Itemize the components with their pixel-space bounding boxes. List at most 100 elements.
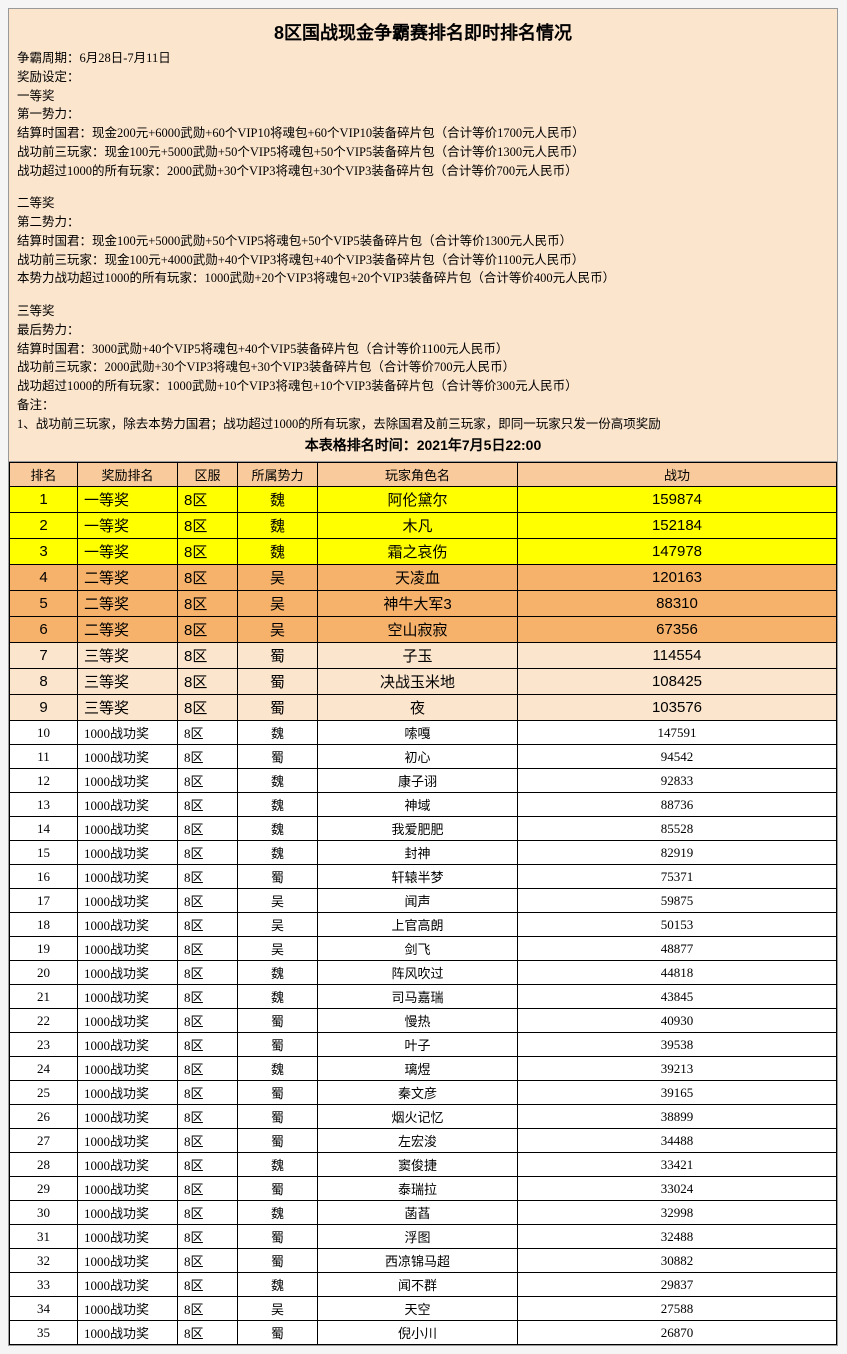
cell-zone: 8区 (178, 1009, 238, 1033)
info-line: 结算时国君：现金100元+5000武勋+50个VIP5将魂包+50个VIP5装备… (17, 232, 829, 251)
cell-zone: 8区 (178, 1033, 238, 1057)
cell-score: 147978 (518, 539, 837, 565)
cell-fac: 魏 (238, 721, 318, 745)
cell-fac: 蜀 (238, 1177, 318, 1201)
cell-zone: 8区 (178, 817, 238, 841)
cell-fac: 蜀 (238, 1249, 318, 1273)
cell-award: 1000战功奖 (78, 793, 178, 817)
info-line: 三等奖 (17, 302, 829, 321)
cell-award: 1000战功奖 (78, 1105, 178, 1129)
cell-score: 114554 (518, 643, 837, 669)
cell-fac: 魏 (238, 1057, 318, 1081)
cell-rank: 35 (10, 1321, 78, 1345)
cell-fac: 吴 (238, 617, 318, 643)
cell-score: 32998 (518, 1201, 837, 1225)
cell-score: 39165 (518, 1081, 837, 1105)
column-header: 战功 (518, 463, 837, 487)
table-row: 131000战功奖8区魏神域88736 (10, 793, 837, 817)
table-row: 301000战功奖8区魏菡萏32998 (10, 1201, 837, 1225)
cell-fac: 蜀 (238, 643, 318, 669)
table-row: 231000战功奖8区蜀叶子39538 (10, 1033, 837, 1057)
cell-rank: 20 (10, 961, 78, 985)
cell-score: 38899 (518, 1105, 837, 1129)
table-row: 251000战功奖8区蜀秦文彦39165 (10, 1081, 837, 1105)
cell-name: 璃煜 (318, 1057, 518, 1081)
cell-score: 48877 (518, 937, 837, 961)
cell-fac: 吴 (238, 889, 318, 913)
cell-award: 三等奖 (78, 695, 178, 721)
cell-award: 1000战功奖 (78, 769, 178, 793)
table-header-row: 排名奖励排名区服所属势力玩家角色名战功 (10, 463, 837, 487)
cell-score: 29837 (518, 1273, 837, 1297)
cell-name: 剑飞 (318, 937, 518, 961)
cell-name: 阿伦黛尔 (318, 487, 518, 513)
info-line: 结算时国君：现金200元+6000武勋+60个VIP10将魂包+60个VIP10… (17, 124, 829, 143)
cell-fac: 吴 (238, 937, 318, 961)
cell-score: 159874 (518, 487, 837, 513)
cell-name: 闻不群 (318, 1273, 518, 1297)
page-title: 8区国战现金争霸赛排名即时排名情况 (17, 13, 829, 49)
cell-fac: 蜀 (238, 1321, 318, 1345)
cell-zone: 8区 (178, 769, 238, 793)
cell-score: 33024 (518, 1177, 837, 1201)
info-line: 第二势力： (17, 213, 829, 232)
cell-rank: 33 (10, 1273, 78, 1297)
cell-name: 康子诩 (318, 769, 518, 793)
cell-award: 一等奖 (78, 513, 178, 539)
cell-score: 27588 (518, 1297, 837, 1321)
table-row: 7三等奖8区蜀子玉114554 (10, 643, 837, 669)
cell-zone: 8区 (178, 1105, 238, 1129)
column-header: 区服 (178, 463, 238, 487)
cell-score: 59875 (518, 889, 837, 913)
cell-score: 94542 (518, 745, 837, 769)
cell-rank: 14 (10, 817, 78, 841)
table-row: 241000战功奖8区魏璃煜39213 (10, 1057, 837, 1081)
table-row: 291000战功奖8区蜀泰瑞拉33024 (10, 1177, 837, 1201)
cell-award: 二等奖 (78, 565, 178, 591)
cell-rank: 26 (10, 1105, 78, 1129)
cell-fac: 吴 (238, 565, 318, 591)
cell-score: 88310 (518, 591, 837, 617)
cell-name: 我爱肥肥 (318, 817, 518, 841)
cell-zone: 8区 (178, 1273, 238, 1297)
cell-score: 75371 (518, 865, 837, 889)
cell-zone: 8区 (178, 1201, 238, 1225)
cell-award: 1000战功奖 (78, 913, 178, 937)
table-row: 351000战功奖8区蜀倪小川26870 (10, 1321, 837, 1345)
cell-rank: 15 (10, 841, 78, 865)
cell-score: 32488 (518, 1225, 837, 1249)
cell-rank: 31 (10, 1225, 78, 1249)
cell-fac: 蜀 (238, 1225, 318, 1249)
cell-award: 二等奖 (78, 591, 178, 617)
cell-score: 147591 (518, 721, 837, 745)
info-line: 结算时国君：3000武勋+40个VIP5将魂包+40个VIP5装备碎片包（合计等… (17, 340, 829, 359)
cell-name: 西凉锦马超 (318, 1249, 518, 1273)
cell-name: 司马嘉瑞 (318, 985, 518, 1009)
cell-name: 霜之哀伤 (318, 539, 518, 565)
cell-score: 39213 (518, 1057, 837, 1081)
cell-award: 1000战功奖 (78, 1249, 178, 1273)
cell-award: 1000战功奖 (78, 817, 178, 841)
cell-fac: 蜀 (238, 1009, 318, 1033)
info-line (17, 180, 829, 194)
info-line: 第一势力： (17, 105, 829, 124)
cell-fac: 蜀 (238, 695, 318, 721)
cell-zone: 8区 (178, 669, 238, 695)
cell-award: 1000战功奖 (78, 1225, 178, 1249)
info-line: 战功前三玩家：2000武勋+30个VIP3将魂包+30个VIP3装备碎片包（合计… (17, 358, 829, 377)
cell-name: 泰瑞拉 (318, 1177, 518, 1201)
table-row: 5二等奖8区吴神牛大军388310 (10, 591, 837, 617)
cell-rank: 17 (10, 889, 78, 913)
column-header: 玩家角色名 (318, 463, 518, 487)
cell-award: 二等奖 (78, 617, 178, 643)
table-row: 321000战功奖8区蜀西凉锦马超30882 (10, 1249, 837, 1273)
table-row: 211000战功奖8区魏司马嘉瑞43845 (10, 985, 837, 1009)
cell-name: 阵风吹过 (318, 961, 518, 985)
cell-zone: 8区 (178, 565, 238, 591)
cell-name: 空山寂寂 (318, 617, 518, 643)
info-line: 战功超过1000的所有玩家：1000武勋+10个VIP3将魂包+10个VIP3装… (17, 377, 829, 396)
column-header: 奖励排名 (78, 463, 178, 487)
cell-name: 天凌血 (318, 565, 518, 591)
cell-name: 夜 (318, 695, 518, 721)
cell-zone: 8区 (178, 889, 238, 913)
